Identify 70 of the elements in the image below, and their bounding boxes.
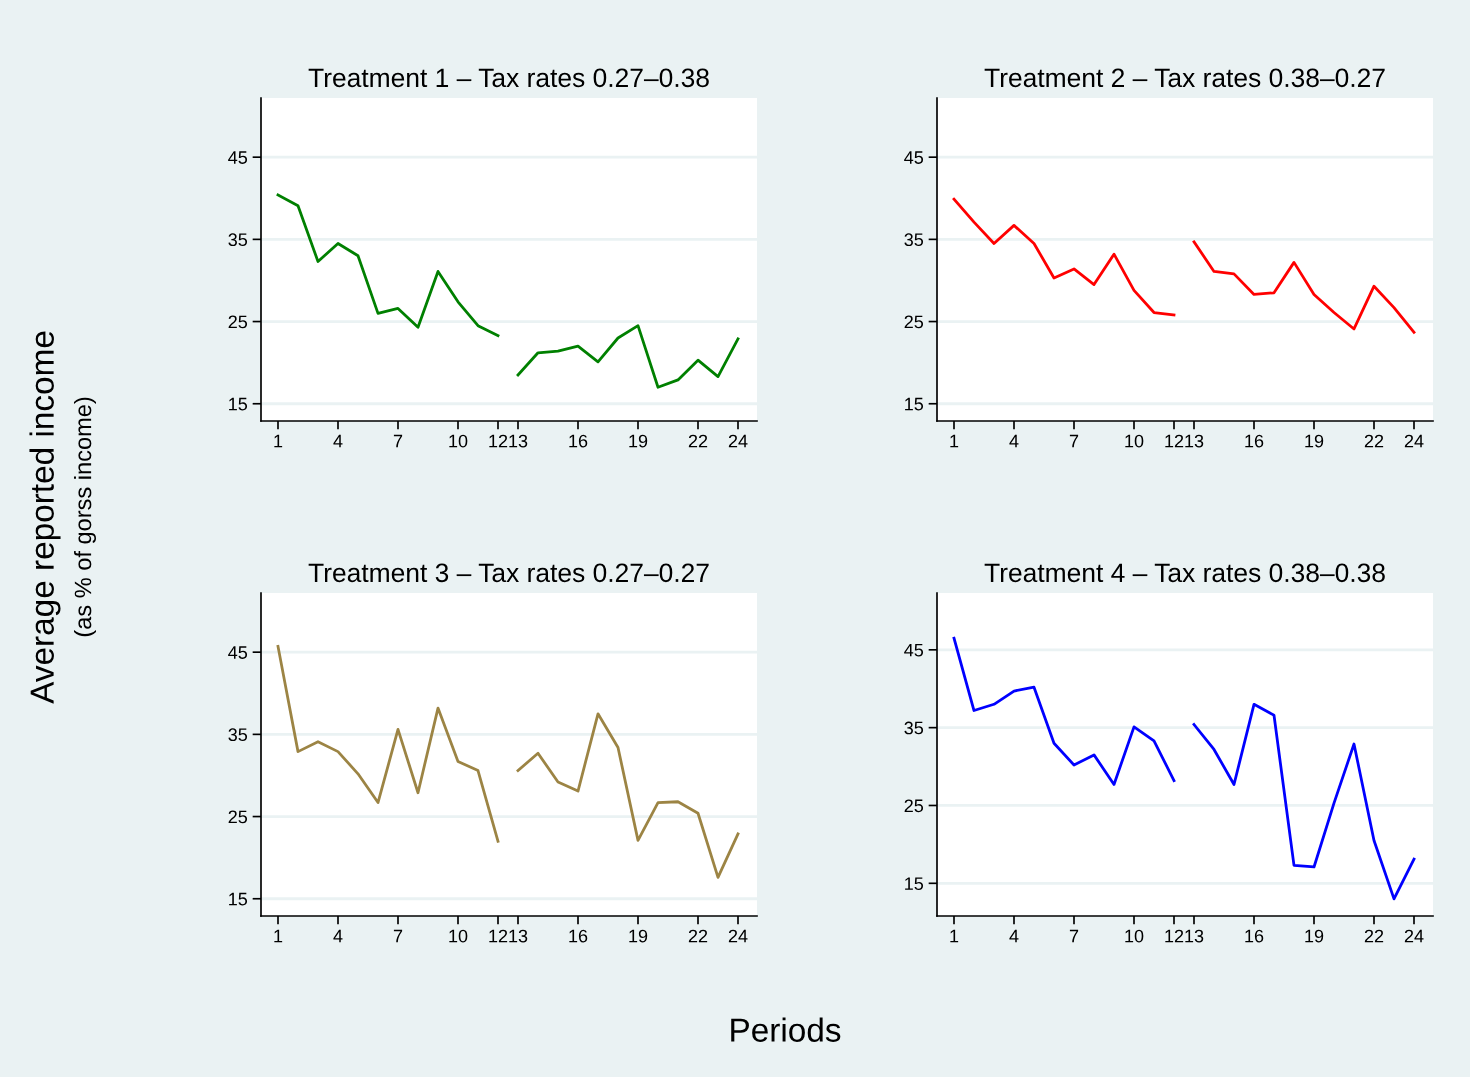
y-tick-label: 35 [228,728,248,742]
x-tick-label: 24 [1404,434,1424,448]
x-tick-label: 10 [1125,434,1144,448]
chart-title: Treatment 3 – Tax rates 0.27–0.27 [308,563,709,583]
y-tick-label: 45 [228,151,248,164]
x-tick-label: 10 [449,434,468,448]
x-tick-label: 10 [1125,929,1144,943]
x-tick-label: 13 [509,434,528,448]
line-series [952,636,1176,786]
y-tick-label: 35 [228,233,248,247]
x-tick-label: 19 [1305,929,1324,943]
y-tick-label: 25 [228,810,248,824]
y-tick-label: 15 [905,877,924,891]
y-tick-label: 15 [229,397,248,411]
line-series [1192,702,1416,901]
x-tick-label: 16 [1245,434,1264,448]
y-tick-label: 15 [229,892,248,906]
x-tick-label: 13 [1185,434,1204,448]
x-tick-label: 16 [569,929,588,943]
y-tick-label: 45 [904,643,924,657]
x-tick-label: 13 [1185,929,1204,943]
x-tick-label: 4 [333,929,343,943]
line-series [516,324,740,389]
x-tick-label: 1 [950,434,959,448]
x-tick-label: 22 [688,929,708,943]
x-tick-label: 22 [688,434,708,448]
x-tick-label: 1 [274,929,283,943]
chart-title: Treatment 1 – Tax rates 0.27–0.38 [308,68,709,88]
chart-title: Treatment 2 – Tax rates 0.38–0.27 [984,68,1385,88]
x-tick-label: 19 [629,434,648,448]
line-series [276,193,500,337]
y-tick-label: 45 [904,151,924,164]
x-tick-label: 22 [1364,434,1384,448]
y-tick-label: 25 [228,315,248,329]
x-tick-label: 4 [1009,929,1019,943]
x-tick-label: 10 [449,929,468,943]
y-axis-title: Average reported income (as % of gorss income) [29,331,96,704]
y-tick-label: 45 [228,646,248,659]
x-axis-title: Periods [731,1017,841,1042]
x-tick-label: 19 [629,929,648,943]
x-tick-label: 7 [393,434,403,448]
x-tick-label: 24 [1404,929,1424,943]
x-tick-label: 12 [489,929,508,943]
x-tick-label: 12 [1165,434,1184,448]
y-tick-label: 25 [904,799,924,813]
line-series [516,712,740,879]
y-tick-label: 35 [904,233,924,247]
x-tick-label: 19 [1305,434,1324,448]
x-tick-label: 13 [509,929,528,943]
x-tick-label: 4 [333,434,343,448]
x-tick-label: 24 [728,434,748,448]
line-series [952,197,1176,317]
x-tick-label: 22 [1364,929,1384,943]
x-tick-label: 4 [1009,434,1019,448]
y-tick-label: 15 [905,397,924,411]
x-tick-label: 16 [569,434,588,448]
x-tick-label: 12 [1165,929,1184,943]
y-tick-label: 25 [904,315,924,329]
x-tick-label: 7 [1069,929,1079,943]
y-tick-label: 35 [904,721,924,735]
chart-title: Treatment 4 – Tax rates 0.38–0.38 [984,563,1385,583]
line-series [1192,240,1416,334]
x-tick-label: 7 [1069,434,1079,448]
x-tick-label: 1 [274,434,283,448]
x-tick-label: 24 [728,929,748,943]
x-tick-label: 7 [393,929,403,943]
line-series [276,645,500,843]
x-tick-label: 16 [1245,929,1264,943]
x-tick-label: 12 [489,434,508,448]
x-tick-label: 1 [950,929,959,943]
